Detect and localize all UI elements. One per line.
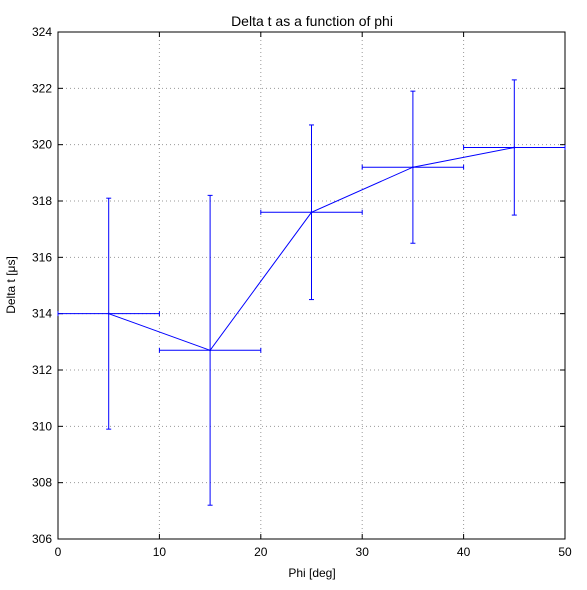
x-tick-label: 0 [55, 545, 62, 559]
x-tick-label: 50 [558, 545, 572, 559]
y-tick-label: 316 [32, 250, 52, 264]
x-tick-label: 20 [254, 545, 268, 559]
y-tick-label: 310 [32, 419, 52, 433]
y-tick-label: 322 [32, 81, 52, 95]
y-tick-label: 306 [32, 532, 52, 546]
y-tick-label: 312 [32, 363, 52, 377]
x-tick-label: 30 [356, 545, 370, 559]
y-tick-label: 320 [32, 138, 52, 152]
x-axis-label: Phi [deg] [288, 566, 335, 580]
data-point [107, 312, 110, 315]
y-tick-label: 324 [32, 25, 52, 39]
data-marks [57, 79, 566, 506]
y-axis-label: Delta t [μs] [4, 256, 18, 314]
x-tick-label: 10 [153, 545, 167, 559]
data-point [411, 166, 414, 169]
y-tick-label: 314 [32, 307, 52, 321]
data-point [513, 146, 516, 149]
ticks: 0 10 20 30 40 50 306 308 310 312 314 316 318 320 322 32… [32, 25, 572, 559]
y-tick-label: 308 [32, 476, 52, 490]
plot-area [57, 31, 566, 540]
data-point [209, 349, 212, 352]
x-tick-label: 40 [457, 545, 471, 559]
data-point [310, 211, 313, 214]
y-tick-label: 318 [32, 194, 52, 208]
chart-title: Delta t as a function of phi [231, 13, 393, 29]
